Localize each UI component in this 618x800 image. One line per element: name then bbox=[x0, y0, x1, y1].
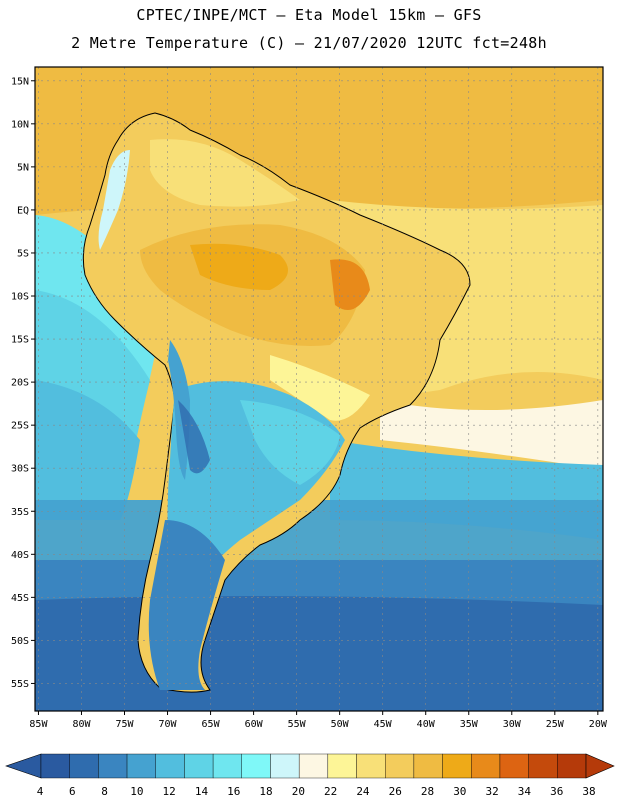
lon-label: 70W bbox=[159, 719, 178, 730]
colorbar-label: 28 bbox=[421, 785, 434, 798]
colorbar-swatch bbox=[69, 753, 99, 779]
lon-label: 80W bbox=[72, 719, 91, 730]
colorbar-label: 8 bbox=[101, 785, 108, 798]
temperature-field bbox=[35, 67, 603, 711]
pacific-mid bbox=[35, 380, 140, 520]
lon-label: 35W bbox=[460, 719, 479, 730]
colorbar-label: 10 bbox=[130, 785, 143, 798]
colorbar-swatch bbox=[298, 753, 329, 779]
title-line-2: 2 Metre Temperature (C) – 21/07/2020 12U… bbox=[71, 34, 547, 52]
colorbar-swatch bbox=[40, 753, 70, 779]
colorbar-swatch bbox=[528, 753, 558, 779]
colorbar-label: 24 bbox=[356, 785, 370, 798]
colorbar-swatch bbox=[126, 753, 156, 779]
colorbar-label: 4 bbox=[37, 785, 44, 798]
hotspot-east bbox=[330, 259, 370, 310]
latitude-axis: 15N 10N 5N EQ 5S 10S 15S 20S 25S 30S 35S 40S 45S 50S 5… bbox=[11, 76, 35, 690]
andes-central bbox=[168, 340, 190, 480]
colorbar-swatch bbox=[327, 753, 357, 779]
lon-label: 65W bbox=[202, 719, 221, 730]
colorbar-swatch bbox=[385, 753, 415, 779]
colorbar-swatch bbox=[212, 753, 242, 779]
southern-ocean-3 bbox=[35, 596, 603, 711]
lon-label: 75W bbox=[115, 719, 134, 730]
colorbar-swatch bbox=[155, 753, 185, 779]
lat-label: 10S bbox=[11, 292, 29, 303]
lat-label: 40S bbox=[11, 550, 29, 561]
lon-label: 40W bbox=[417, 719, 436, 730]
lat-label: 15N bbox=[11, 76, 29, 87]
ocean-pale-band bbox=[380, 400, 603, 470]
lat-label: 25S bbox=[11, 421, 29, 432]
lat-label: 10N bbox=[11, 119, 29, 130]
colorbar-label: 38 bbox=[582, 785, 595, 798]
colorbar-swatch bbox=[471, 753, 501, 779]
lat-label: 50S bbox=[11, 636, 29, 647]
colorbar-label: 34 bbox=[518, 785, 532, 798]
lon-label: 30W bbox=[503, 719, 522, 730]
lat-label: EQ bbox=[17, 205, 29, 216]
lat-label: 5S bbox=[17, 248, 29, 259]
lon-label: 20W bbox=[589, 719, 608, 730]
colorbar-swatch bbox=[98, 753, 128, 779]
lat-label: 20S bbox=[11, 378, 29, 389]
lat-label: 15S bbox=[11, 335, 29, 346]
colorbar-label: 32 bbox=[485, 785, 498, 798]
amazon-hot bbox=[190, 243, 288, 290]
colorbar-label: 6 bbox=[69, 785, 76, 798]
colorbar-arrow-right bbox=[585, 753, 615, 779]
colorbar-label: 22 bbox=[324, 785, 337, 798]
colorbar-label: 12 bbox=[163, 785, 176, 798]
colorbar-swatch bbox=[270, 753, 300, 779]
colorbar: 4 6 8 10 12 14 16 18 20 22 24 26 28 30 32 34 36 38 bbox=[5, 753, 615, 798]
lat-label: 45S bbox=[11, 593, 29, 604]
longitude-axis: 85W 80W 75W 70W 65W 60W 55W 50W 45W 40W 35W 30W 25W 2… bbox=[29, 711, 608, 730]
colorbar-label: 30 bbox=[453, 785, 466, 798]
colorbar-swatch bbox=[184, 753, 214, 779]
lon-label: 60W bbox=[245, 719, 264, 730]
patagonia-cool bbox=[148, 520, 225, 690]
lon-label: 25W bbox=[546, 719, 565, 730]
map-frame bbox=[34, 66, 604, 712]
colorbar-label: 20 bbox=[292, 785, 305, 798]
lat-label: 35S bbox=[11, 507, 29, 518]
lon-label: 45W bbox=[374, 719, 393, 730]
lon-label: 85W bbox=[29, 719, 48, 730]
lat-label: 30S bbox=[11, 464, 29, 475]
colorbar-swatch bbox=[241, 753, 271, 779]
lon-label: 50W bbox=[331, 719, 350, 730]
lat-label: 55S bbox=[11, 679, 29, 690]
lon-label: 55W bbox=[288, 719, 307, 730]
andes-north bbox=[98, 150, 130, 250]
graticule bbox=[35, 67, 603, 711]
lat-label: 5N bbox=[17, 162, 29, 173]
colorbar-swatch bbox=[442, 753, 472, 779]
colorbar-label: 16 bbox=[227, 785, 240, 798]
north-yellow bbox=[150, 139, 300, 207]
andes-high bbox=[178, 400, 210, 474]
title-line-1: CPTEC/INPE/MCT – Eta Model 15km – GFS bbox=[136, 6, 482, 24]
colorbar-label: 36 bbox=[550, 785, 563, 798]
colorbar-swatch bbox=[499, 753, 529, 779]
colorbar-swatch bbox=[557, 753, 587, 779]
colorbar-arrow-left bbox=[5, 753, 42, 779]
colorbar-swatch bbox=[356, 753, 386, 779]
colorbar-swatch bbox=[413, 753, 443, 779]
colorbar-label: 26 bbox=[389, 785, 402, 798]
colorbar-label: 18 bbox=[259, 785, 272, 798]
southeast-yellow bbox=[270, 355, 370, 421]
pampas-light bbox=[240, 400, 340, 485]
colorbar-label: 14 bbox=[195, 785, 209, 798]
